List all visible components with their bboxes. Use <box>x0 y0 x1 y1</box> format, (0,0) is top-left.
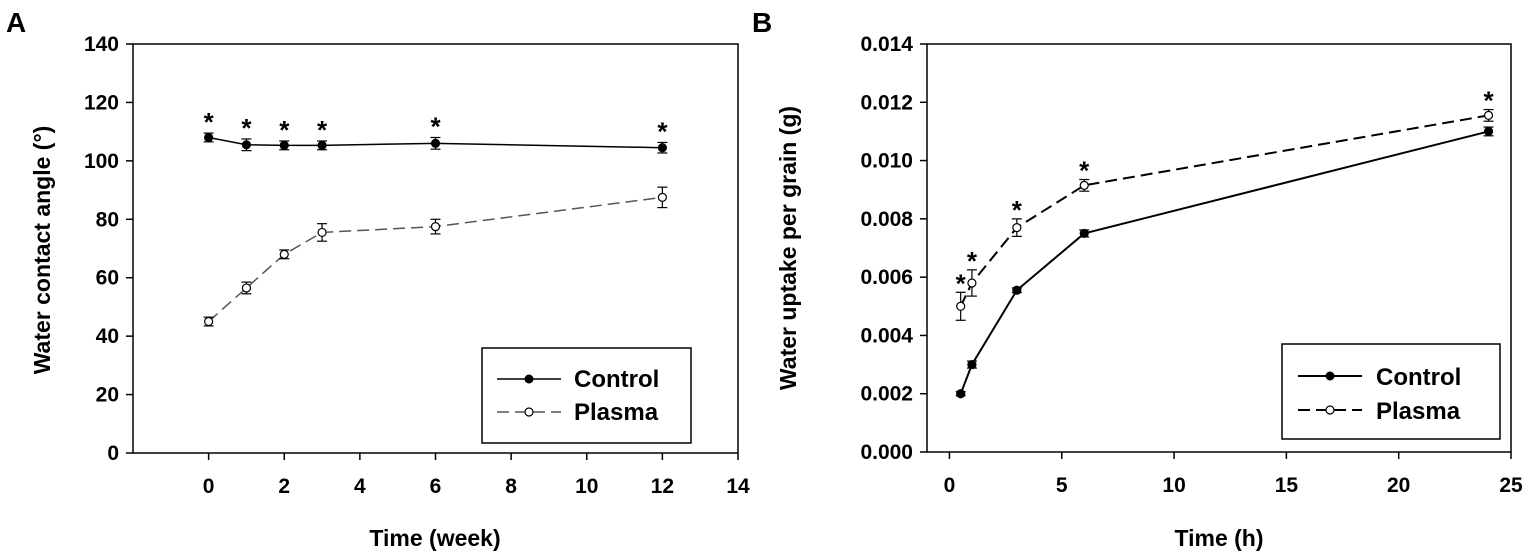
panel-b-plasma-point <box>967 278 977 288</box>
panel-a-y-tick-label: 40 <box>96 325 119 348</box>
panel-a-control-point <box>204 132 214 143</box>
panel-b-legend-box <box>1281 343 1501 440</box>
panel-b-y-tick-label: 0.006 <box>860 266 913 289</box>
panel-b-plasma-line <box>959 114 1489 307</box>
panel-b-label: B <box>752 7 772 38</box>
panel-a-series: * * * * * * <box>204 107 668 327</box>
panel-a-legend-control-label: Control <box>574 366 659 393</box>
panel-b-x-tick-label: 15 <box>1275 474 1299 497</box>
panel-b-legend: Control Plasma <box>1281 343 1501 440</box>
panel-b-y-tick-label: 0.014 <box>860 33 913 56</box>
panel-a-control-point <box>657 143 667 153</box>
panel-a-label: A <box>6 7 26 38</box>
panel-a-x-tick-label: 4 <box>354 475 366 498</box>
panel-b-plasma-point <box>956 301 966 311</box>
panel-a-plasma-line <box>208 196 663 323</box>
panel-a-significance-star: * <box>317 115 328 145</box>
panel-b-ticks: 0 5 10 15 20 25 0.000 0.002 0.004 0.006 0.008 0.010… <box>860 33 1523 497</box>
panel-a-x-tick-label: 12 <box>651 475 674 498</box>
panel-b-x-tick-label: 10 <box>1162 474 1185 497</box>
panel-b-significance-star: * <box>967 246 978 276</box>
panel-a-x-tick-label: 2 <box>278 475 290 498</box>
panel-b: B 0 5 10 15 20 25 0.000 0.002 0.004 0.006 0.008 0.0… <box>752 7 1523 551</box>
panel-a-legend: Control Plasma <box>481 347 692 444</box>
panel-a-control-point <box>430 138 441 148</box>
panel-b-control-point <box>956 389 966 399</box>
panel-b-y-tick-label: 0.004 <box>860 324 913 347</box>
panel-a-legend-plasma-marker <box>524 407 534 417</box>
panel-a-significance-star: * <box>279 115 290 145</box>
panel-b-control-point <box>1079 228 1089 239</box>
panel-b-legend-control-label: Control <box>1376 364 1461 391</box>
panel-b-significance-star: * <box>1483 86 1494 116</box>
panel-a-y-axis-title: Water contact angle (°) <box>29 126 55 375</box>
panel-b-legend-control-marker <box>1325 371 1335 381</box>
panel-a-y-tick-label: 100 <box>84 150 119 173</box>
panel-b-significance-star: * <box>1079 156 1090 186</box>
panel-b-control-point <box>1012 285 1022 295</box>
panel-a-x-tick-label: 0 <box>203 475 215 498</box>
panel-b-significance-star: * <box>1012 195 1023 225</box>
panel-b-x-axis-title: Time (h) <box>1174 525 1263 551</box>
panel-b-y-tick-label: 0.008 <box>860 208 913 231</box>
panel-a-x-axis-title: Time (week) <box>369 525 500 551</box>
panel-b-legend-plasma-label: Plasma <box>1376 398 1461 425</box>
panel-a-x-tick-label: 10 <box>575 475 598 498</box>
panel-a-y-tick-label: 0 <box>107 442 119 465</box>
panel-b-y-tick-label: 0.000 <box>860 441 913 464</box>
panel-a-control-point <box>241 140 252 150</box>
panel-a-x-tick-label: 8 <box>505 475 517 498</box>
panel-a-y-tick-label: 80 <box>96 208 119 231</box>
panel-a-x-tick-label: 6 <box>430 475 442 498</box>
panel-b-y-axis-title: Water uptake per grain (g) <box>775 106 801 390</box>
panel-a-y-tick-label: 20 <box>96 384 119 407</box>
panel-a-significance-star: * <box>657 116 668 146</box>
panel-a-y-tick-label: 60 <box>96 267 119 290</box>
panel-b-control-point <box>967 359 977 370</box>
panel-b-x-tick-label: 5 <box>1056 474 1068 497</box>
panel-a-plasma-point <box>241 283 252 293</box>
panel-a-significance-star: * <box>430 111 441 141</box>
panel-b-legend-plasma-marker <box>1325 405 1335 415</box>
panel-a-plasma-point <box>279 249 289 259</box>
panel-a-legend-control-marker <box>524 374 534 384</box>
panel-a-plasma-point <box>317 227 327 238</box>
panel-a-legend-plasma-label: Plasma <box>574 399 659 426</box>
panel-a-plasma-point <box>657 192 667 202</box>
panel-b-x-tick-label: 0 <box>944 474 956 497</box>
panel-b-significance-star: * <box>956 268 967 298</box>
panel-a-control-line <box>208 136 663 149</box>
panel-b-plasma-point <box>1079 180 1089 190</box>
panel-a-y-tick-label: 120 <box>84 91 119 114</box>
panel-a-legend-box <box>481 347 692 444</box>
panel-a-plasma-point <box>204 316 214 327</box>
panel-b-series: ***** <box>956 86 1494 399</box>
panel-a-y-tick-label: 140 <box>84 33 119 56</box>
panel-b-plasma-point <box>1483 110 1494 121</box>
panel-b-y-tick-label: 0.012 <box>860 91 913 114</box>
panel-a-control-point <box>279 140 289 150</box>
panel-b-plasma-point <box>1012 223 1022 233</box>
panel-a-plasma-point <box>430 221 441 232</box>
panel-a-significance-star: * <box>204 107 215 137</box>
panel-b-control-point <box>1483 126 1494 137</box>
panel-b-x-tick-label: 20 <box>1387 474 1410 497</box>
panel-b-y-tick-label: 0.002 <box>860 383 913 406</box>
panel-b-x-tick-label: 25 <box>1499 474 1523 497</box>
panel-b-plot-frame <box>926 43 1512 453</box>
panel-a-significance-star: * <box>241 113 252 143</box>
panel-a-x-tick-label: 14 <box>726 475 750 498</box>
panel-a-control-point <box>317 140 327 150</box>
panel-b-y-tick-label: 0.010 <box>860 150 913 173</box>
